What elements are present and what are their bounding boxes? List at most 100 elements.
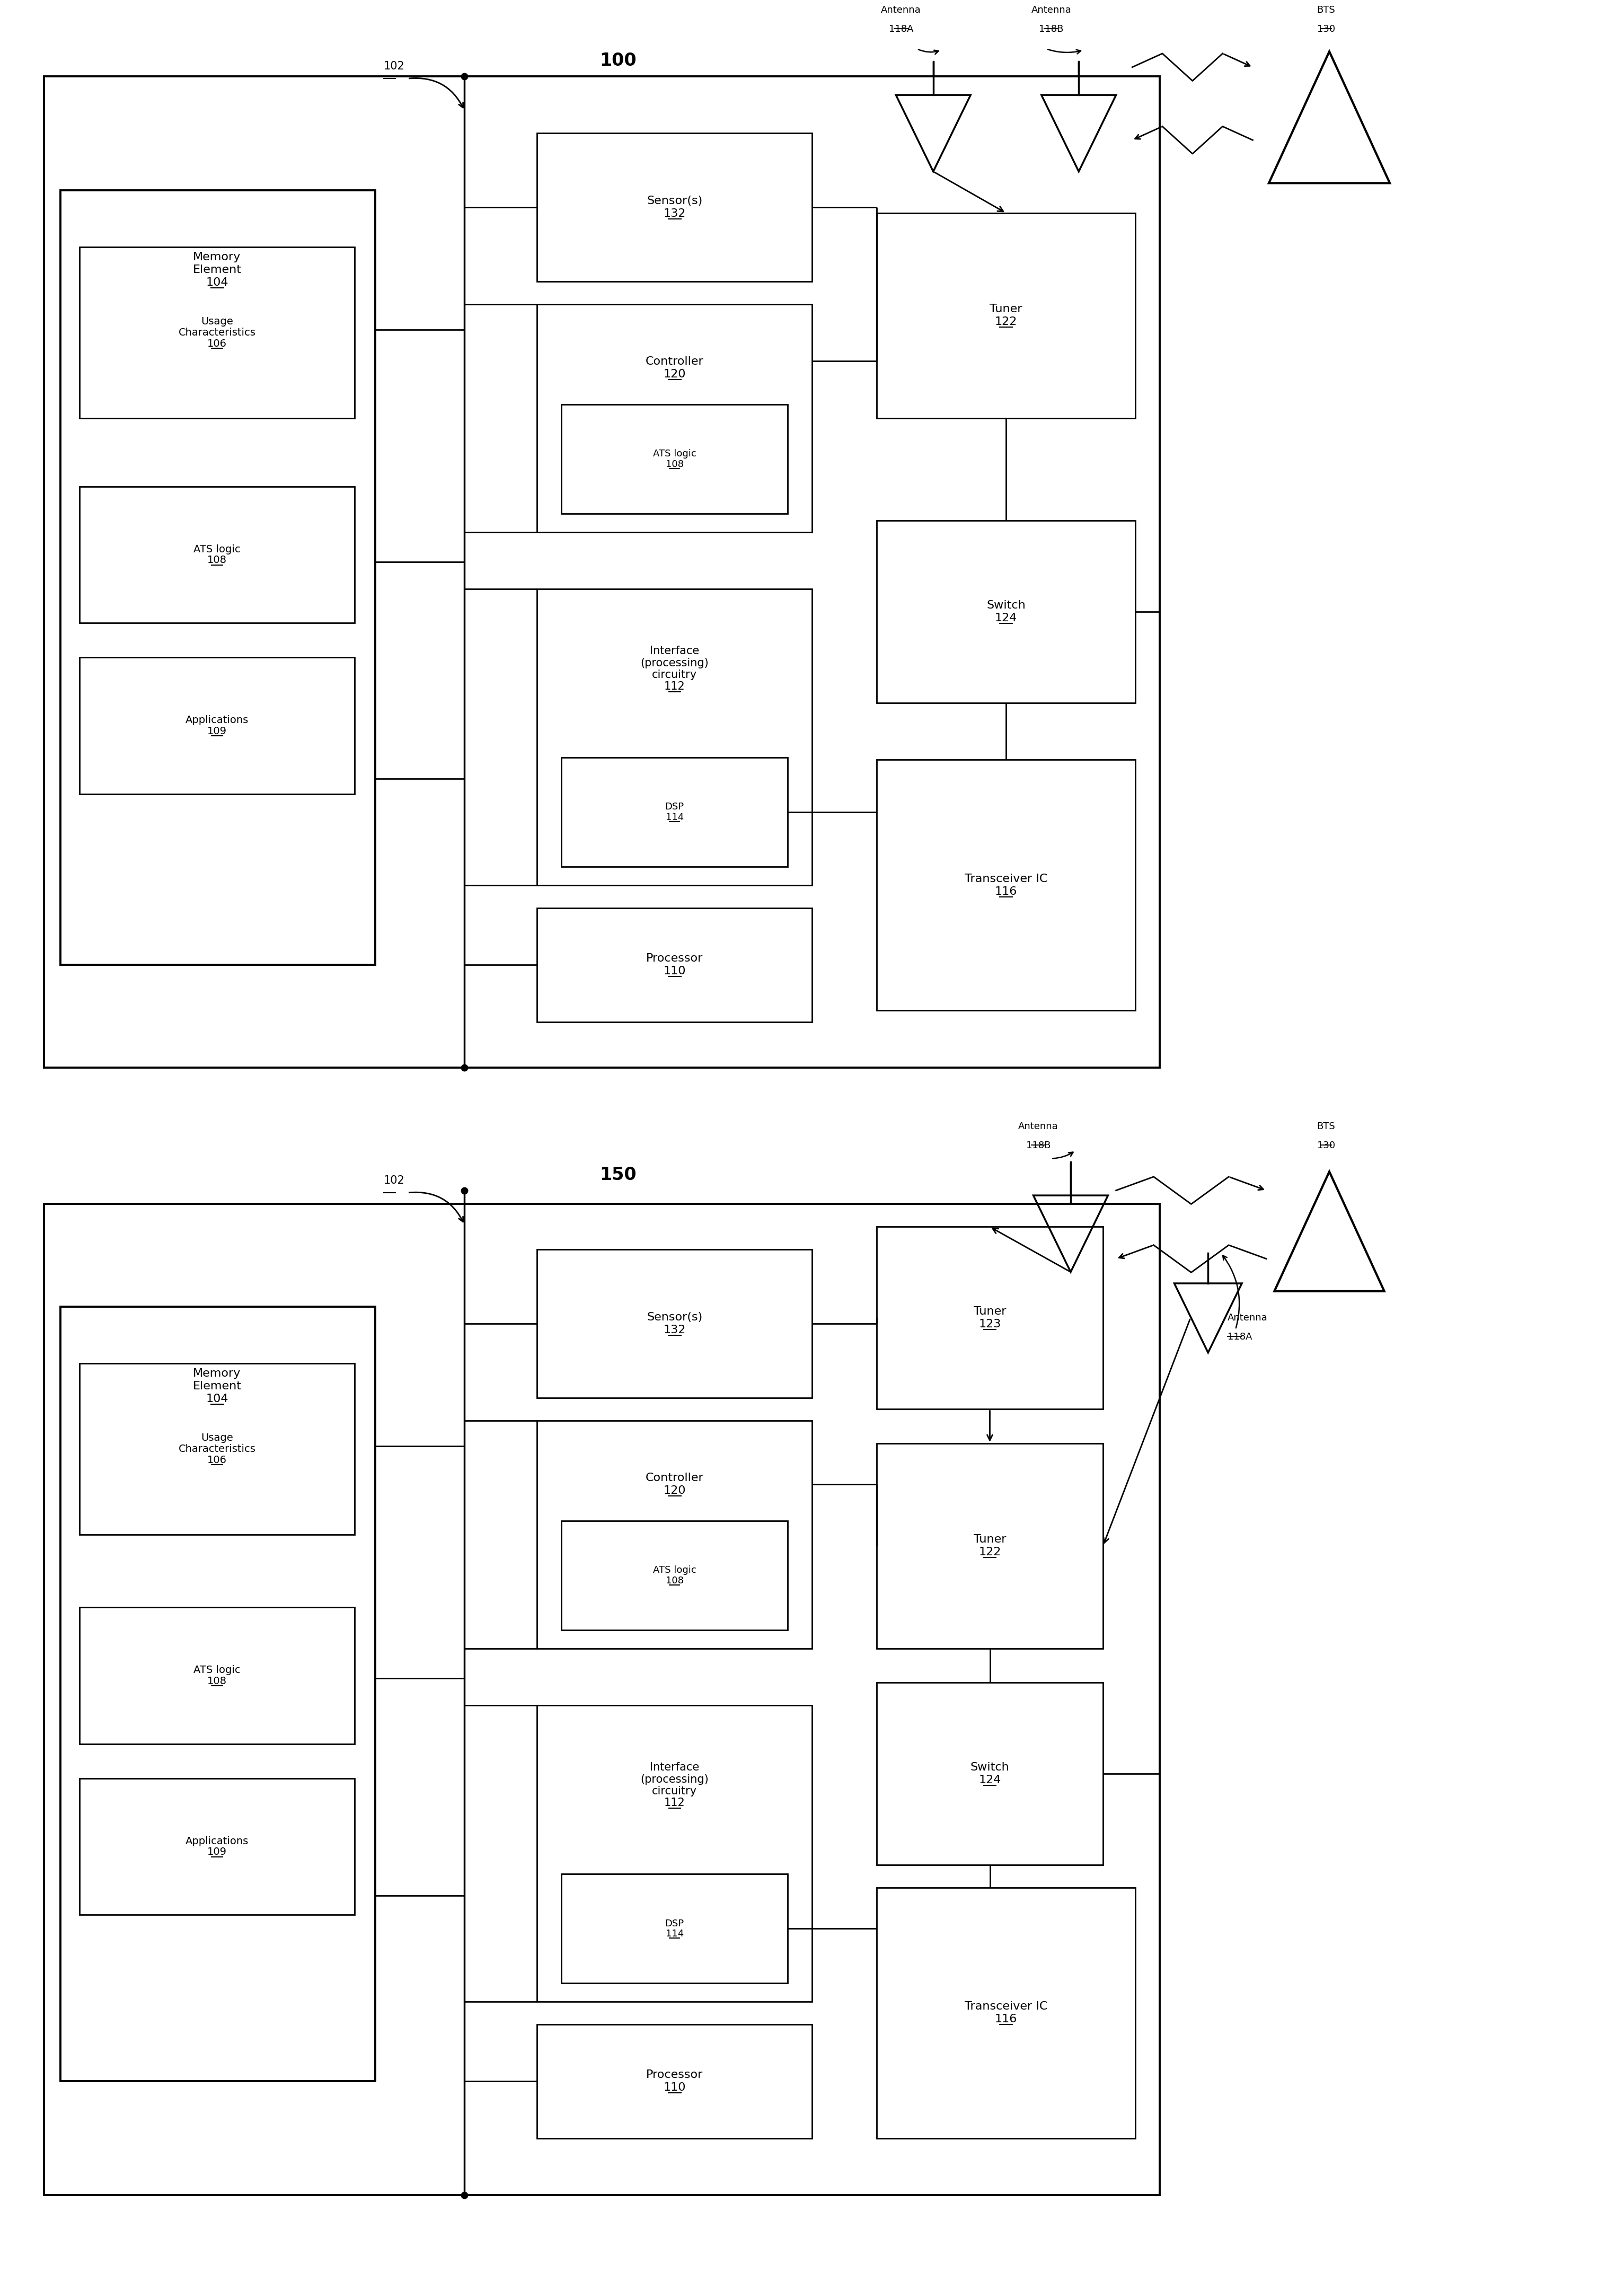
Text: 122: 122: [996, 316, 1017, 327]
Text: Antenna: Antenna: [1228, 1312, 1268, 1324]
Text: circuitry: circuitry: [651, 1786, 697, 1798]
Text: 122: 122: [979, 1546, 1000, 1557]
Bar: [538, 2024, 812, 2139]
Text: 130: 130: [1317, 1140, 1335, 1150]
Text: 106: 106: [208, 1454, 227, 1466]
Text: Usage: Usage: [201, 1434, 234, 1443]
Text: 123: 123: [979, 1319, 1000, 1330]
Text: 110: 110: [663, 2082, 685, 2093]
Text: 102: 102: [383, 62, 404, 71]
Bar: [877, 1887, 1135, 2139]
Text: Element: Element: [193, 1381, 242, 1392]
Text: ATS logic: ATS logic: [653, 1566, 697, 1576]
Bar: [80, 485, 354, 623]
Text: 108: 108: [666, 460, 684, 469]
Text: circuitry: circuitry: [651, 669, 697, 680]
Bar: [562, 1873, 788, 1983]
Bar: [562, 758, 788, 868]
Bar: [60, 190, 375, 964]
Text: 109: 109: [208, 1848, 227, 1857]
Text: 120: 120: [663, 369, 685, 380]
Text: Tuner: Tuner: [973, 1305, 1007, 1317]
Bar: [44, 1205, 1160, 2196]
Text: 108: 108: [666, 1576, 684, 1585]
Bar: [877, 520, 1135, 703]
Text: Controller: Controller: [645, 1472, 703, 1484]
Text: Processor: Processor: [646, 2070, 703, 2079]
Text: 118B: 118B: [1026, 1140, 1051, 1150]
Text: DSP: DSP: [664, 1919, 684, 1928]
Bar: [538, 305, 812, 531]
Bar: [80, 1608, 354, 1745]
Text: 100: 100: [599, 53, 637, 69]
Text: 116: 116: [996, 886, 1017, 898]
Text: 104: 104: [206, 1395, 229, 1404]
Text: 110: 110: [663, 966, 685, 976]
Text: ATS logic: ATS logic: [193, 545, 240, 554]
Text: Applications: Applications: [185, 1837, 248, 1846]
Text: 124: 124: [996, 614, 1017, 623]
Text: Antenna: Antenna: [1031, 5, 1072, 14]
Text: 109: 109: [208, 726, 227, 735]
Text: Characteristics: Characteristics: [179, 327, 255, 337]
Text: ATS logic: ATS logic: [193, 1665, 240, 1676]
Text: DSP: DSP: [664, 802, 684, 813]
Bar: [562, 1521, 788, 1630]
Text: 114: 114: [666, 813, 684, 822]
Text: 116: 116: [996, 2013, 1017, 2024]
Text: Switch: Switch: [970, 1761, 1010, 1772]
Text: 106: 106: [208, 339, 227, 348]
Text: 112: 112: [664, 1798, 685, 1809]
Bar: [562, 405, 788, 513]
Text: (processing): (processing): [640, 657, 708, 669]
Text: Characteristics: Characteristics: [179, 1445, 255, 1454]
Bar: [538, 1420, 812, 1649]
Bar: [538, 1250, 812, 1397]
Text: Memory: Memory: [193, 252, 240, 263]
Text: Tuner: Tuner: [989, 305, 1021, 314]
Text: Processor: Processor: [646, 953, 703, 964]
Text: Interface: Interface: [650, 646, 700, 657]
Text: 102: 102: [383, 1175, 404, 1186]
Text: BTS: BTS: [1317, 5, 1335, 14]
Text: BTS: BTS: [1317, 1122, 1335, 1131]
Bar: [877, 1227, 1103, 1408]
Text: Controller: Controller: [645, 357, 703, 366]
Bar: [877, 760, 1135, 1010]
Text: 108: 108: [208, 554, 227, 566]
Text: 130: 130: [1317, 25, 1335, 34]
Text: (processing): (processing): [640, 1775, 708, 1784]
Bar: [80, 247, 354, 419]
Text: Sensor(s): Sensor(s): [646, 1312, 703, 1324]
Text: Switch: Switch: [986, 600, 1025, 611]
Text: 108: 108: [208, 1676, 227, 1685]
Text: Element: Element: [193, 266, 242, 275]
Text: Transceiver IC: Transceiver IC: [965, 2001, 1047, 2013]
Text: Usage: Usage: [201, 316, 234, 327]
Text: 120: 120: [663, 1486, 685, 1495]
Text: Interface: Interface: [650, 1763, 700, 1772]
Text: Memory: Memory: [193, 1369, 240, 1379]
Bar: [877, 213, 1135, 419]
Text: Sensor(s): Sensor(s): [646, 195, 703, 206]
Bar: [538, 589, 812, 886]
Text: 114: 114: [666, 1928, 684, 1940]
Text: 124: 124: [979, 1775, 1000, 1786]
Bar: [80, 1779, 354, 1914]
Text: 112: 112: [664, 682, 685, 692]
Text: Transceiver IC: Transceiver IC: [965, 872, 1047, 884]
Text: ATS logic: ATS logic: [653, 449, 697, 458]
Bar: [877, 1683, 1103, 1864]
Text: 104: 104: [206, 277, 229, 289]
Bar: [80, 657, 354, 795]
Bar: [80, 1363, 354, 1534]
Text: Applications: Applications: [185, 714, 248, 726]
Text: 132: 132: [663, 1324, 685, 1335]
Text: Antenna: Antenna: [880, 5, 921, 14]
Bar: [538, 133, 812, 282]
Text: Tuner: Tuner: [973, 1534, 1007, 1546]
Text: 150: 150: [599, 1166, 637, 1184]
Text: 118A: 118A: [888, 25, 913, 34]
Text: 118A: 118A: [1228, 1333, 1252, 1342]
Bar: [877, 1443, 1103, 1649]
